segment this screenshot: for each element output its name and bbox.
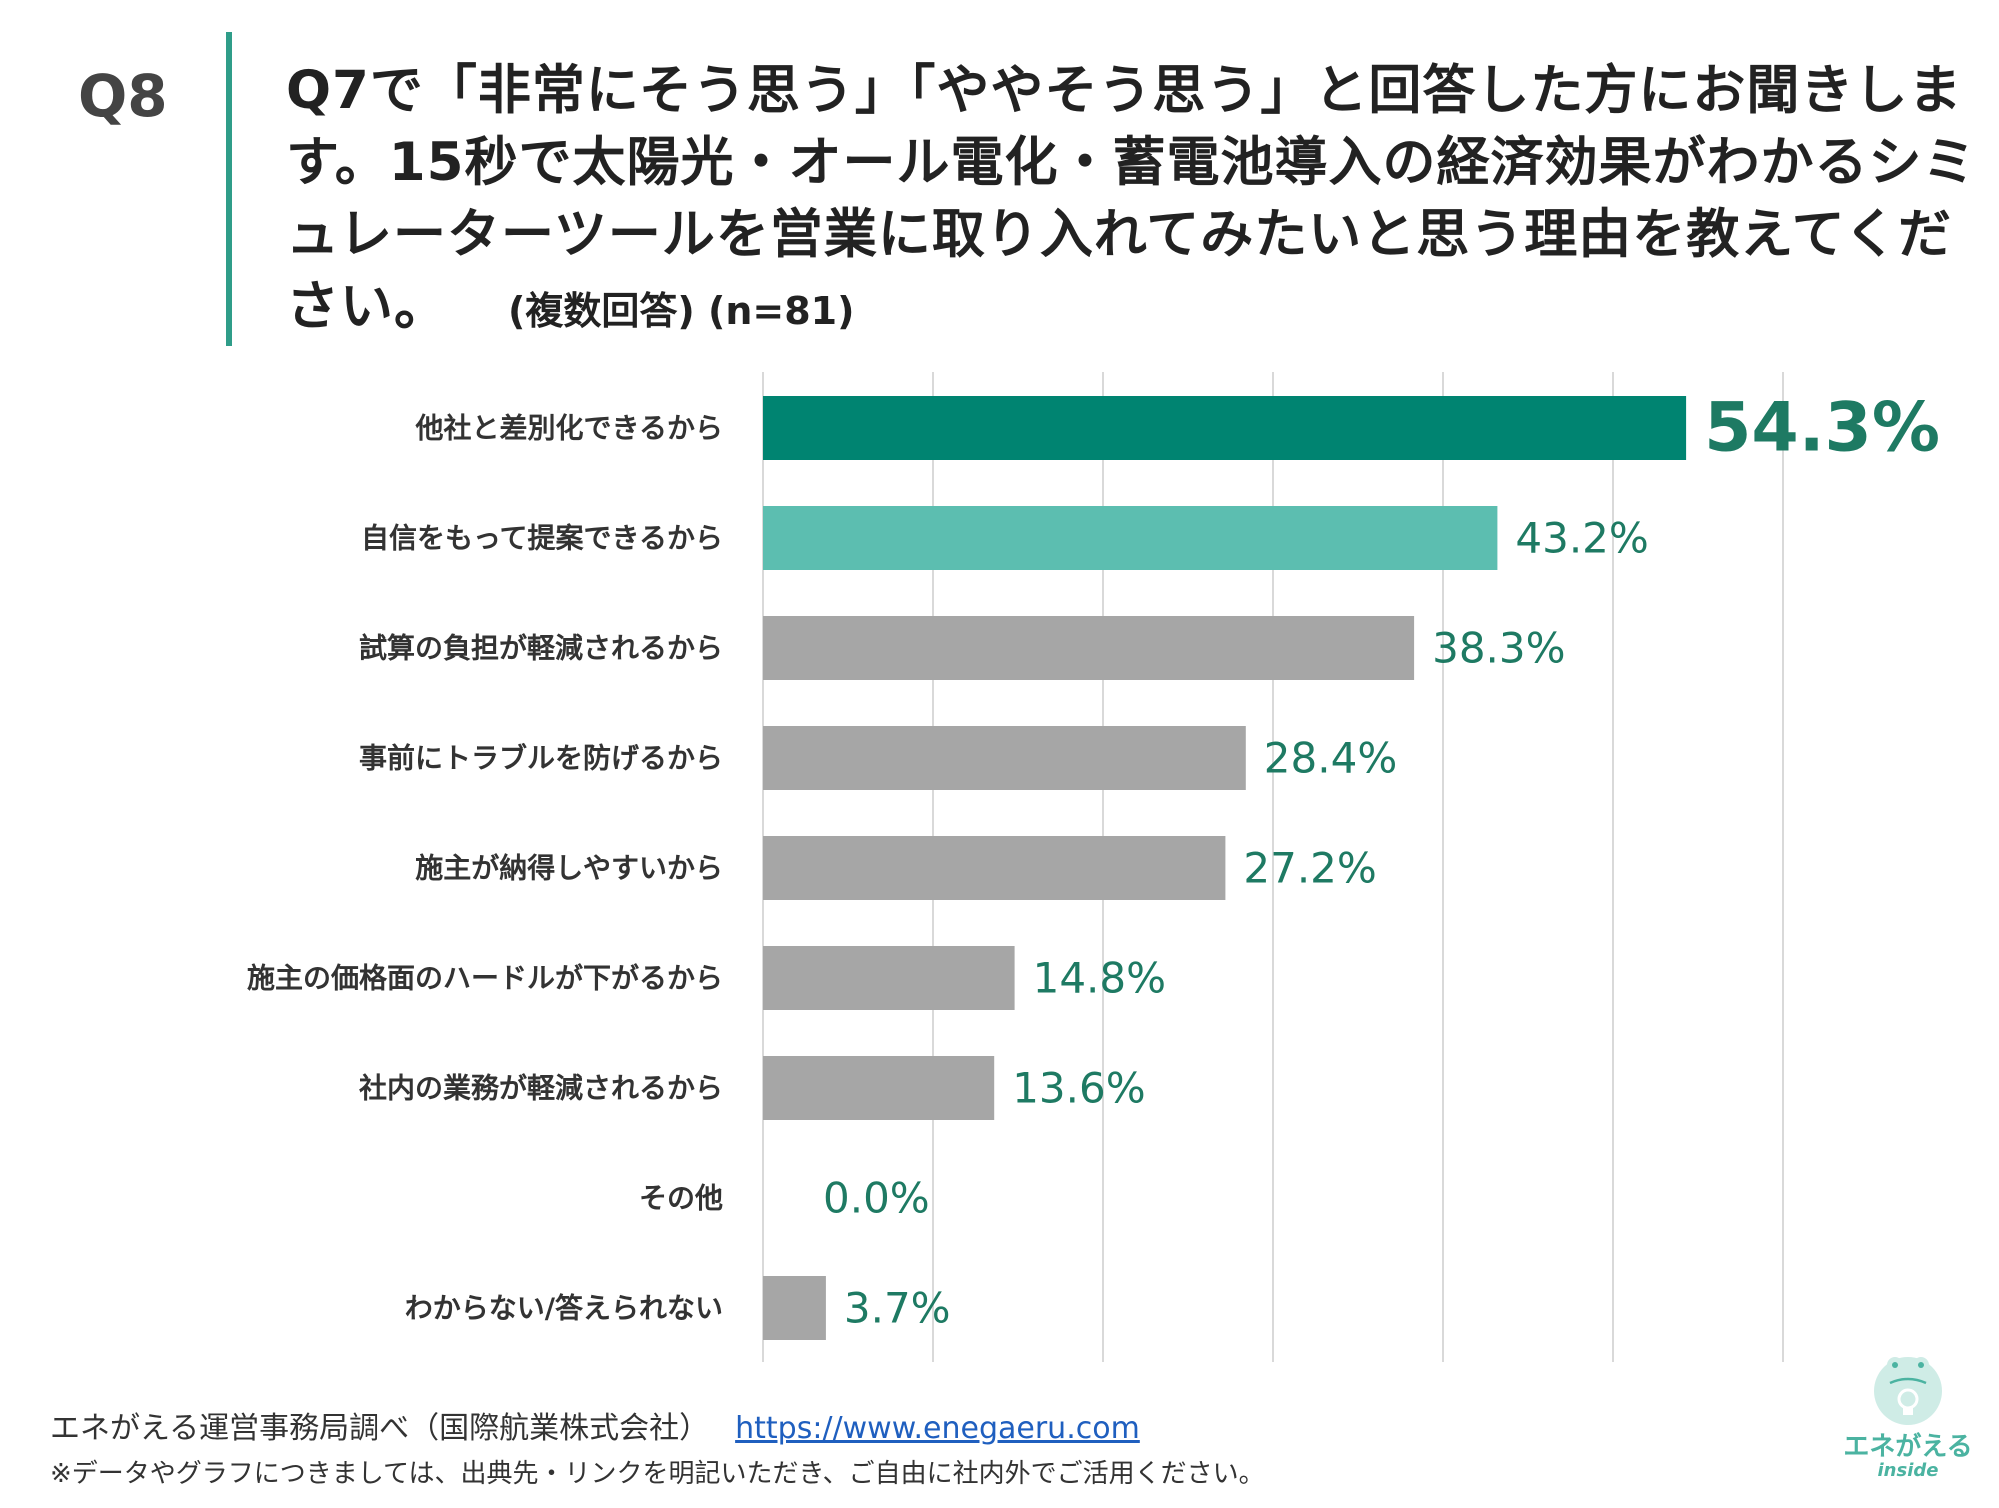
source-text: エネがえる運営事務局調べ（国際航業株式会社） [50, 1411, 710, 1446]
value-label: 28.4% [1264, 734, 1397, 783]
bar [763, 506, 1498, 570]
category-label: 試算の負担が軽減されるから [359, 632, 723, 665]
bar [763, 1056, 995, 1120]
bar [763, 1276, 826, 1340]
value-label: 27.2% [1243, 844, 1376, 893]
footnote: ※データやグラフにつきましては、出典先・リンクを明記いただき、ご自由に社内外でご… [50, 1459, 1265, 1489]
value-label: 0.0% [823, 1174, 930, 1223]
value-label: 54.3% [1704, 389, 1940, 468]
question-divider [226, 32, 232, 346]
value-label: 43.2% [1515, 514, 1648, 563]
bar [763, 836, 1226, 900]
bar [763, 396, 1687, 460]
source-link[interactable]: https://www.enegaeru.com [735, 1411, 1140, 1446]
question-note: (複数回答) (n=81) [508, 289, 855, 333]
question-body: Q7で「非常にそう思う」「ややそう思う」と回答した方にお聞きします。15秒で太陽… [286, 60, 1977, 337]
logo-text: エネがえる [1843, 1432, 1973, 1462]
chart-value-labels: 54.3% 43.2% 38.3% 28.4% 27.2% 14.8% 13.6% 0.0% 3… [823, 389, 1940, 1333]
category-label: わからない/答えられない [405, 1292, 723, 1325]
category-label: 施主の価格面のハードルが下がるから [247, 962, 723, 995]
bar [763, 726, 1246, 790]
question-number: Q8 [78, 62, 168, 130]
chart-bars [763, 396, 1687, 1340]
category-label: 自信をもって提案できるから [361, 522, 723, 555]
source-line: エネがえる運営事務局調べ（国際航業株式会社） https://www.enegae… [50, 1403, 1140, 1447]
category-label: 他社と差別化できるから [415, 412, 723, 445]
category-label: 事前にトラブルを防げるから [359, 742, 723, 775]
chart-category-labels: 他社と差別化できるから自信をもって提案できるから試算の負担が軽減されるから事前に… [247, 412, 723, 1325]
value-label: 38.3% [1432, 624, 1565, 673]
value-label: 13.6% [1012, 1064, 1145, 1113]
value-label: 3.7% [844, 1284, 951, 1333]
category-label: 施主が納得しやすいから [415, 852, 723, 885]
logo: エネがえる inside [1838, 1345, 1978, 1495]
category-label: 社内の業務が軽減されるから [359, 1072, 723, 1105]
bar [763, 946, 1015, 1010]
logo-subtext: inside [1877, 1460, 1939, 1481]
question-text: Q7で「非常にそう思う」「ややそう思う」と回答した方にお聞きします。15秒で太陽… [286, 55, 1986, 347]
lightbulb-mascot-icon [1874, 1357, 1942, 1425]
bar [763, 616, 1415, 680]
value-label: 14.8% [1033, 954, 1166, 1003]
category-label: その他 [639, 1182, 723, 1215]
